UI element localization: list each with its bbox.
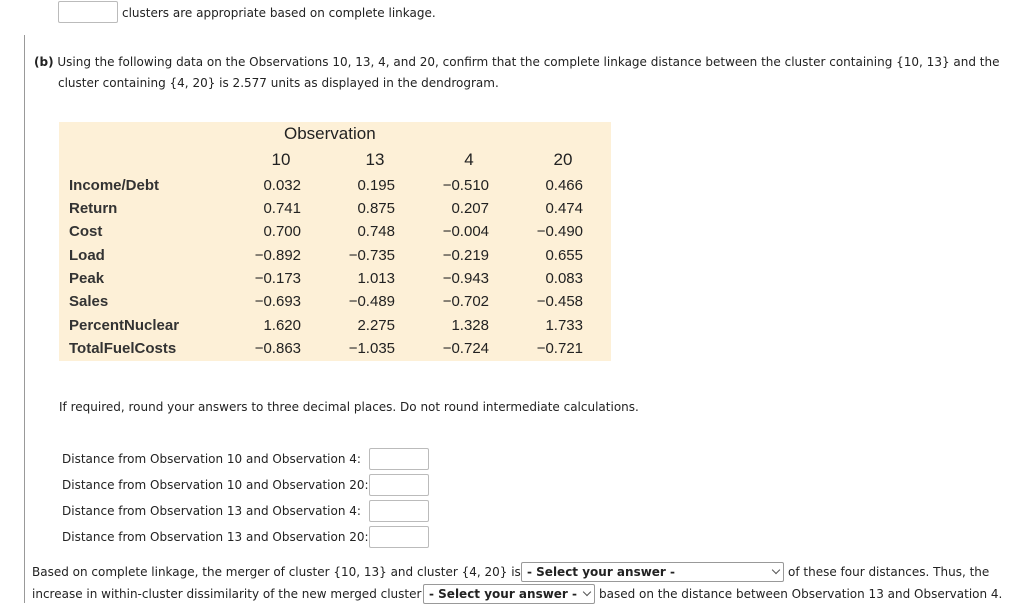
group-header: Observation	[284, 124, 376, 143]
row-label: Peak	[69, 270, 105, 287]
answer-input[interactable]	[369, 500, 429, 522]
row-label: Cost	[69, 223, 103, 240]
cell: −0.693	[254, 293, 301, 310]
distance-label: Distance from Observation 13 and Observa…	[62, 504, 361, 518]
distance-label: Distance from Observation 10 and Observa…	[62, 452, 361, 466]
column-header: 4	[464, 150, 474, 169]
cell: −0.735	[348, 247, 395, 264]
cell: 0.207	[451, 200, 489, 217]
top-text: clusters are appropriate based on comple…	[122, 6, 436, 20]
cell: −0.863	[254, 340, 301, 357]
cell: 0.748	[357, 223, 395, 240]
cell: −0.724	[442, 340, 489, 357]
cell: 2.275	[357, 317, 395, 334]
data-table: Observation 10 13 4 20 Income/Debt 0.032 0.195…	[59, 122, 611, 361]
part-label: (b)	[34, 55, 54, 69]
row-label: Sales	[69, 293, 109, 310]
part-b-line: Using the following data on the Observat…	[57, 55, 1000, 69]
distance-label: Distance from Observation 13 and Observa…	[62, 530, 369, 544]
instruction: If required, round your answers to three…	[59, 400, 639, 414]
cell: 0.875	[357, 200, 395, 217]
cell: −1.035	[348, 340, 395, 357]
question-border	[24, 35, 25, 603]
conclusion-text: of these four distances. Thus, the	[788, 565, 990, 579]
cell: 0.741	[263, 200, 301, 217]
cell: 0.474	[545, 200, 583, 217]
answer-input[interactable]	[58, 1, 118, 23]
part-b-text: (b) Using the following data on the Obse…	[34, 54, 999, 70]
answer-select[interactable]: - Select your answer -	[423, 584, 595, 604]
cell: 0.466	[545, 177, 583, 194]
row-label: TotalFuelCosts	[69, 340, 177, 357]
row-label: Load	[69, 247, 105, 264]
cell: −0.004	[442, 223, 489, 240]
cell: 1.733	[545, 317, 583, 334]
conclusion-text: Based on complete linkage, the merger of…	[32, 565, 521, 579]
cell: −0.943	[442, 270, 489, 287]
cell: −0.489	[348, 293, 395, 310]
cell: −0.458	[536, 293, 583, 310]
answer-input[interactable]	[369, 448, 429, 470]
cell: −0.702	[442, 293, 489, 310]
column-header: 13	[365, 150, 385, 169]
answer-input[interactable]	[369, 526, 429, 548]
column-header: 10	[271, 150, 291, 169]
cell: 1.328	[451, 317, 489, 334]
row-label: Income/Debt	[69, 177, 160, 194]
cell: 1.013	[357, 270, 395, 287]
answer-select[interactable]: - Select your answer -	[521, 562, 784, 582]
cell: 1.620	[263, 317, 301, 334]
cell: −0.892	[254, 247, 301, 264]
part-b-line: cluster containing {4, 20} is 2.577 unit…	[58, 76, 499, 90]
cell: 0.195	[357, 177, 395, 194]
cell: −0.173	[254, 270, 301, 287]
conclusion-text: based on the distance between Observatio…	[599, 587, 1003, 601]
cell: 0.655	[545, 247, 583, 264]
cell: −0.721	[536, 340, 583, 357]
distance-label: Distance from Observation 10 and Observa…	[62, 478, 369, 492]
cell: 0.700	[263, 223, 301, 240]
cell: −0.490	[536, 223, 583, 240]
row-label: PercentNuclear	[69, 317, 180, 334]
column-header: 20	[553, 150, 573, 169]
cell: −0.510	[442, 177, 489, 194]
conclusion-text: increase in within-cluster dissimilarity…	[32, 587, 422, 601]
cell: −0.219	[442, 247, 489, 264]
row-label: Return	[69, 200, 118, 217]
cell: 0.032	[263, 177, 301, 194]
cell: 0.083	[545, 270, 583, 287]
answer-input[interactable]	[369, 474, 429, 496]
